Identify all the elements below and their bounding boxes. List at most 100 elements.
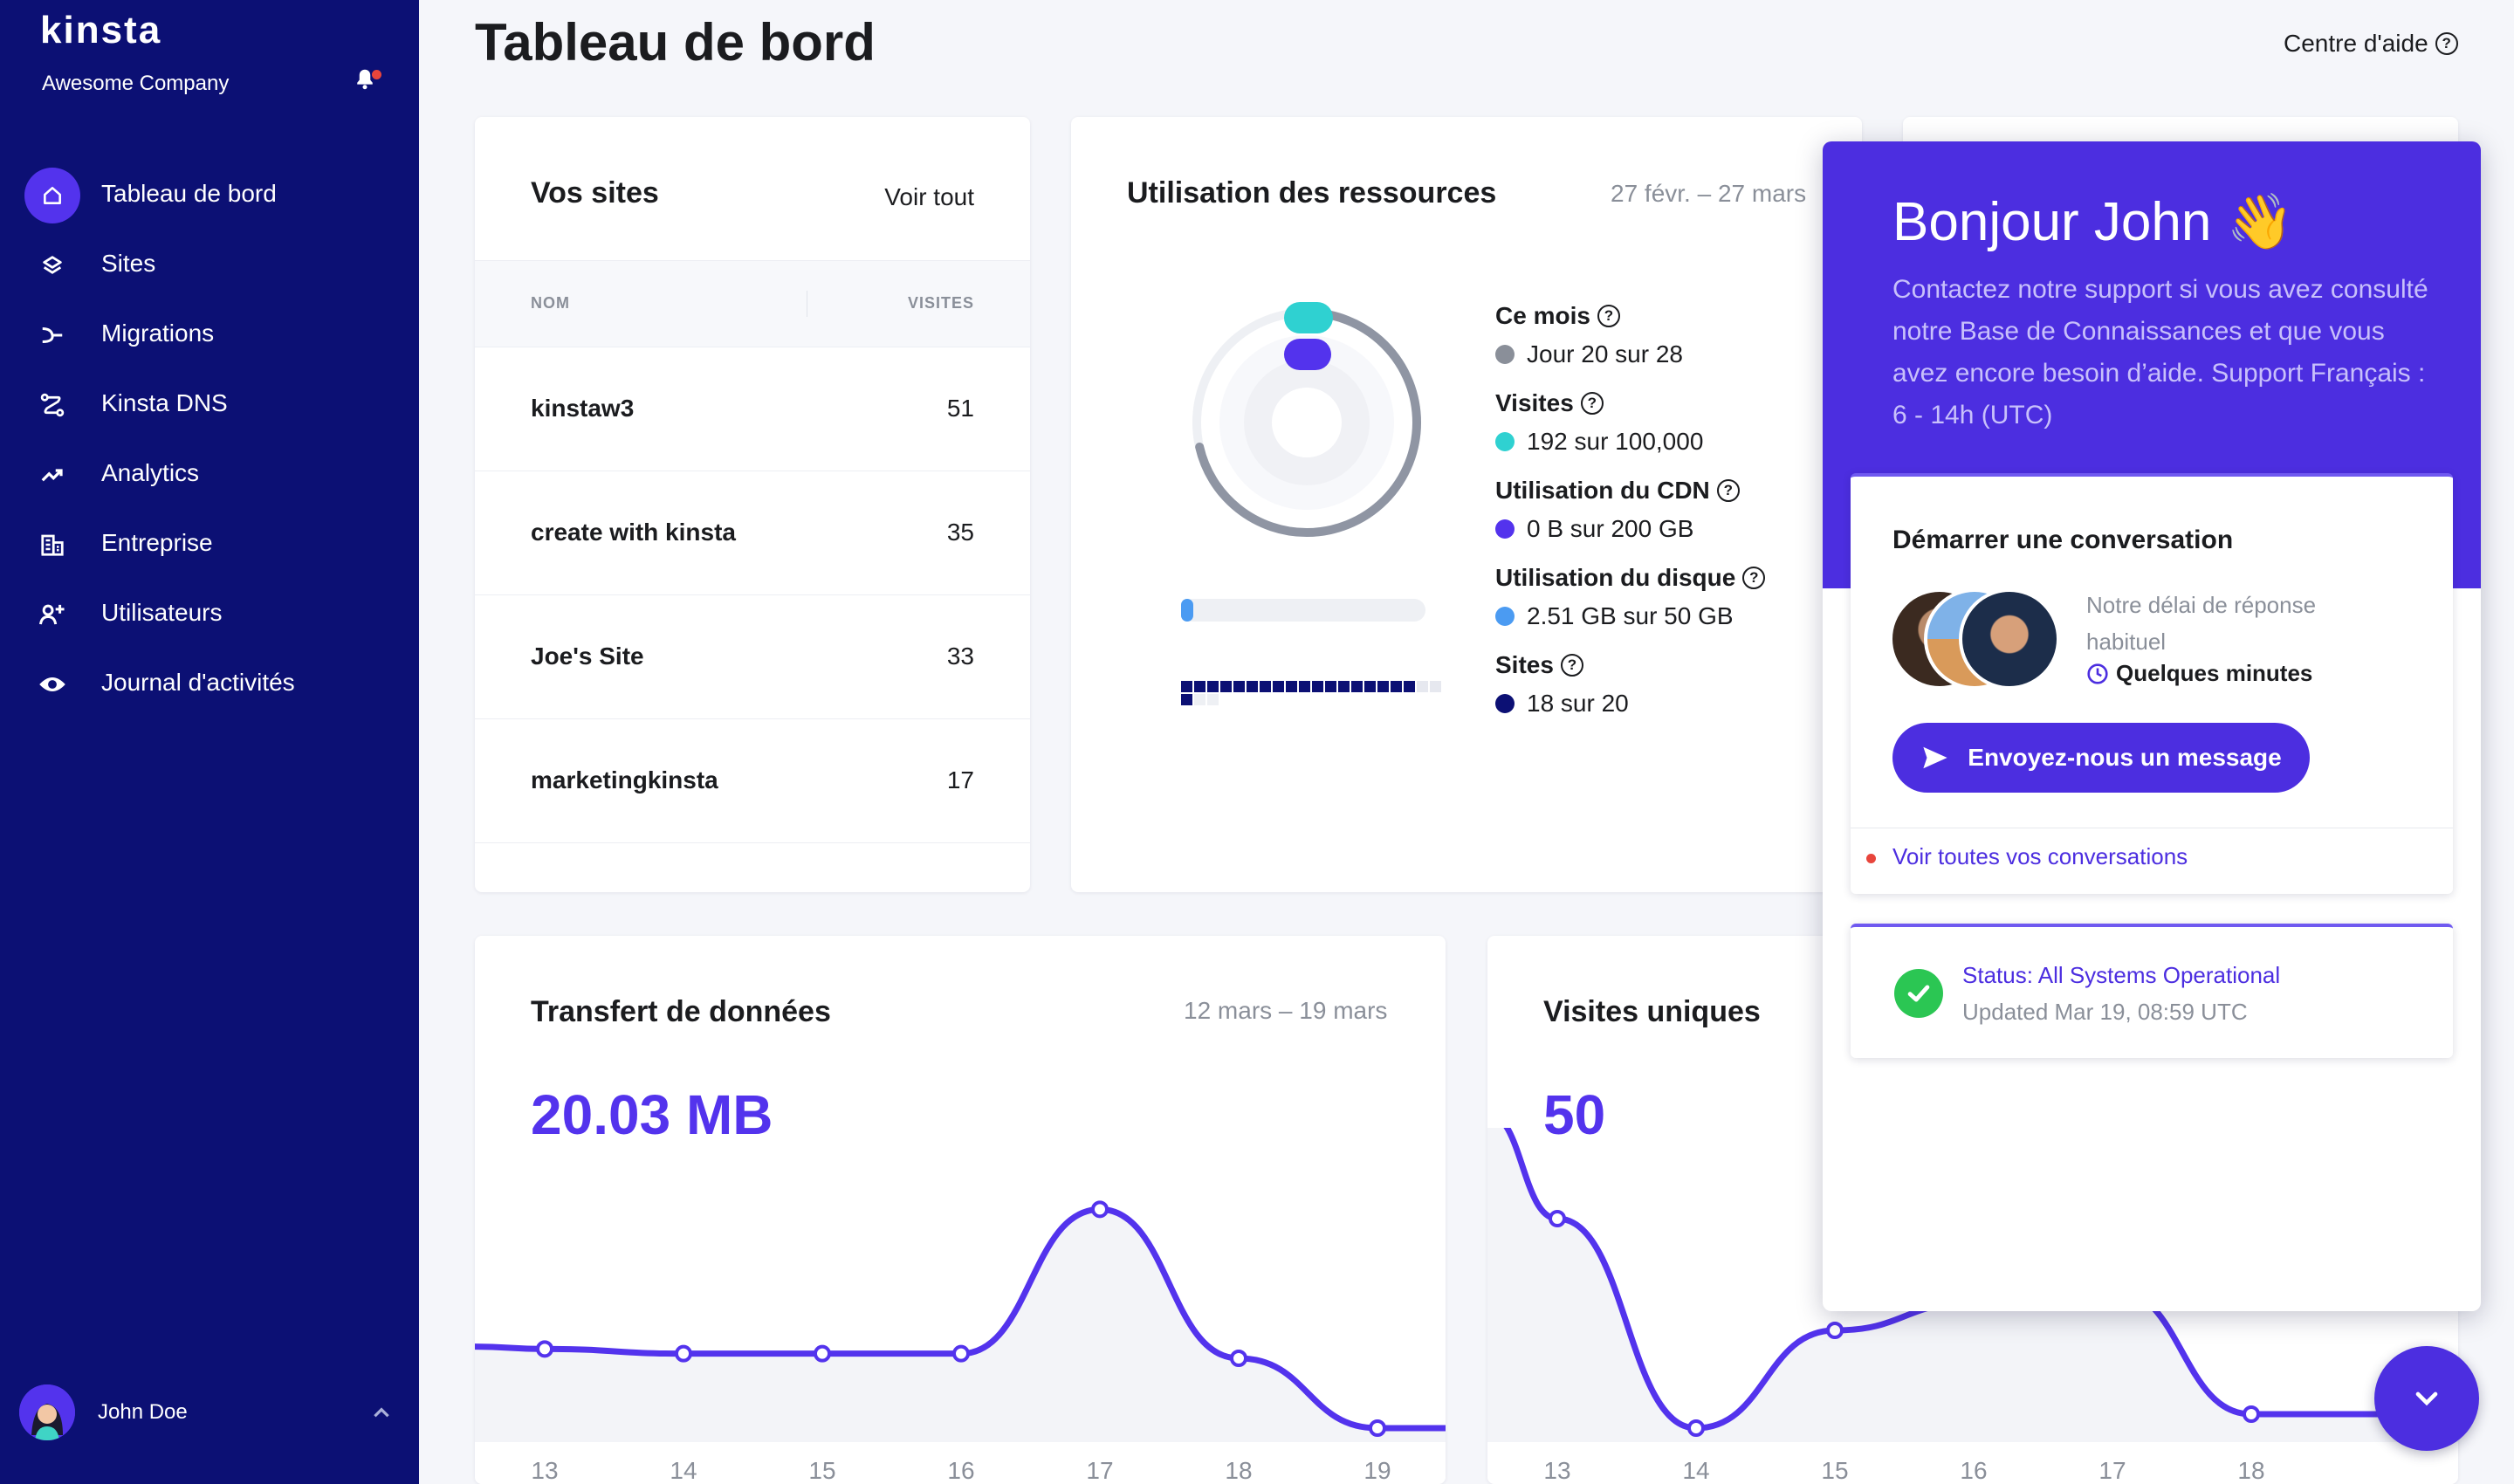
site-slot <box>1181 694 1192 705</box>
stat-value: 2.51 GB sur 50 GB <box>1527 602 1734 629</box>
legend-dot <box>1495 607 1515 626</box>
legend-dot <box>1495 519 1515 539</box>
status-card[interactable]: Status: All Systems Operational Updated … <box>1851 924 2453 1058</box>
user-menu[interactable]: John Doe <box>19 1384 403 1442</box>
site-slot <box>1364 681 1376 692</box>
site-slot <box>1194 694 1205 705</box>
x-tick-label: 14 <box>1682 1457 1709 1484</box>
layers-icon <box>24 237 80 293</box>
card-title: Vos sites <box>531 176 659 210</box>
data-point[interactable] <box>814 1344 831 1363</box>
support-chat-widget: Bonjour John 👋 Contactez notre support s… <box>1823 141 2481 1311</box>
x-tick-label: 17 <box>2098 1457 2126 1484</box>
see-all-link[interactable]: Voir tout <box>884 183 974 210</box>
stat-label: Ce mois <box>1495 302 1590 329</box>
kinsta-logo[interactable]: kinsta <box>40 9 162 52</box>
table-row[interactable]: marketingkinsta 17 <box>475 719 1030 843</box>
site-slot <box>1391 681 1402 692</box>
info-icon[interactable]: ? <box>1716 479 1740 502</box>
date-range[interactable]: 27 févr. – 27 mars <box>1611 180 1807 207</box>
page-title: Tableau de bord <box>475 13 876 72</box>
site-slot <box>1247 681 1258 692</box>
x-tick-label: 18 <box>1225 1457 1252 1484</box>
site-slot <box>1260 681 1271 692</box>
sites-card: Vos sites Voir tout NOM VISITES kinstaw3… <box>475 117 1030 892</box>
help-icon: ? <box>2435 32 2458 55</box>
site-name[interactable]: create with kinsta <box>531 519 736 546</box>
chat-greeting: Bonjour John 👋 <box>1892 192 2294 252</box>
sidebar-item-label: Migrations <box>101 319 215 347</box>
site-name[interactable]: Joe's Site <box>531 642 644 670</box>
site-slot <box>1194 681 1205 692</box>
info-icon[interactable]: ? <box>1742 567 1766 589</box>
sidebar-item-sites[interactable]: Sites <box>0 236 419 297</box>
card-title: Transfert de données <box>531 995 831 1028</box>
avatar <box>1959 588 2060 690</box>
data-point[interactable] <box>675 1344 692 1363</box>
card-title: Utilisation des ressources <box>1127 176 1497 210</box>
disk-usage-bar <box>1181 599 1425 622</box>
table-row[interactable]: create with kinsta 35 <box>475 471 1030 595</box>
resource-usage-rings <box>1192 302 1421 537</box>
stat-value: Jour 20 sur 28 <box>1527 340 1683 368</box>
see-all-conversations-link[interactable]: Voir toutes vos conversations <box>1892 843 2188 869</box>
sidebar-item-activity-log[interactable]: Journal d'activités <box>0 655 419 716</box>
site-slot <box>1299 681 1310 692</box>
table-row[interactable]: Joe's Site 33 <box>475 595 1030 719</box>
sidebar-item-dns[interactable]: Kinsta DNS <box>0 375 419 436</box>
bell-icon[interactable] <box>352 66 378 93</box>
column-header-visits[interactable]: VISITES <box>907 294 974 312</box>
site-slot <box>1181 681 1192 692</box>
dns-icon <box>24 377 80 433</box>
data-point[interactable] <box>1230 1350 1247 1367</box>
site-name[interactable]: marketingkinsta <box>531 766 718 794</box>
sidebar-item-migrations[interactable]: Migrations <box>0 306 419 367</box>
building-icon <box>24 517 80 573</box>
table-row[interactable]: kinstaw3 51 <box>475 347 1030 471</box>
data-point[interactable] <box>1091 1200 1109 1219</box>
chat-toggle-button[interactable] <box>2374 1346 2479 1451</box>
data-point[interactable] <box>536 1340 553 1358</box>
data-point[interactable] <box>1369 1419 1386 1437</box>
data-point[interactable] <box>2243 1405 2260 1423</box>
data-point[interactable] <box>1826 1322 1844 1339</box>
info-icon[interactable]: ? <box>1580 392 1604 415</box>
company-name[interactable]: Awesome Company <box>42 72 230 95</box>
inner-ring-core <box>1272 388 1342 457</box>
sidebar-item-dashboard[interactable]: Tableau de bord <box>0 166 419 227</box>
series-line <box>1503 1128 2458 1432</box>
sidebar-item-users[interactable]: Utilisateurs <box>0 585 419 646</box>
column-header-name[interactable]: NOM <box>531 294 570 312</box>
support-avatars <box>1889 588 2064 690</box>
site-slot <box>1312 681 1323 692</box>
site-slot <box>1351 681 1363 692</box>
site-slot <box>1220 681 1232 692</box>
send-message-button[interactable]: Envoyez-nous un message <box>1892 723 2310 793</box>
chart-area <box>475 1209 1446 1442</box>
data-point[interactable] <box>1549 1210 1566 1227</box>
sidebar-item-company[interactable]: Entreprise <box>0 515 419 576</box>
visits-total: 50 <box>1543 1083 1606 1146</box>
site-slot <box>1286 681 1297 692</box>
sidebar: kinsta Awesome Company Tableau de bord S… <box>0 0 419 1484</box>
unread-dot <box>1866 854 1876 863</box>
stat-month: Ce mois? Jour 20 sur 28 <box>1495 302 1683 368</box>
sidebar-item-analytics[interactable]: Analytics <box>0 445 419 506</box>
user-name: John Doe <box>98 1400 188 1424</box>
data-point[interactable] <box>952 1344 970 1363</box>
chevron-up-icon[interactable] <box>370 1402 393 1425</box>
help-center-link[interactable]: Centre d'aide ? <box>2284 30 2458 58</box>
transfer-chart: 13141516171819Mar <box>475 1200 1446 1484</box>
data-point[interactable] <box>1687 1419 1705 1437</box>
send-icon <box>1923 746 1947 769</box>
info-icon[interactable]: ? <box>1597 305 1620 327</box>
date-range[interactable]: 12 mars – 19 mars <box>1184 997 1388 1024</box>
info-icon[interactable]: ? <box>1560 654 1583 677</box>
status-title[interactable]: Status: All Systems Operational <box>1962 962 2281 988</box>
site-visits: 33 <box>946 642 974 670</box>
stat-cdn: Utilisation du CDN? 0 B sur 200 GB <box>1495 477 1740 543</box>
reply-time: Quelques minutes <box>2086 660 2312 687</box>
stat-label: Utilisation du CDN <box>1495 477 1710 504</box>
stat-label: Sites <box>1495 651 1554 678</box>
site-name[interactable]: kinstaw3 <box>531 395 635 422</box>
